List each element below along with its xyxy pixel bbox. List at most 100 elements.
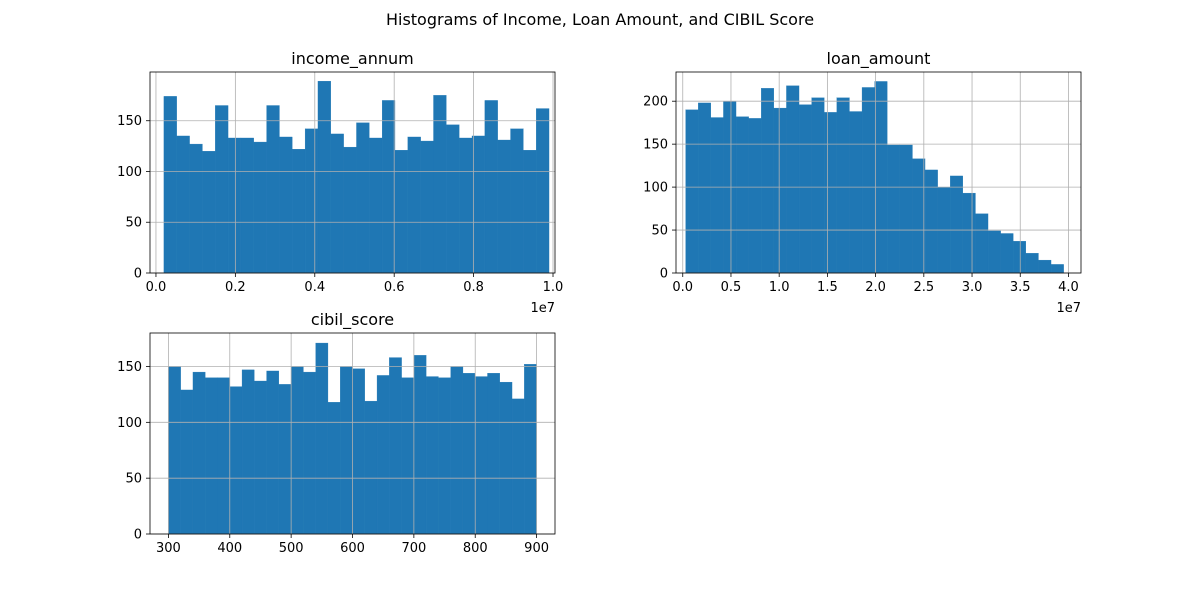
loan-bar: [685, 109, 699, 274]
cibil-bar: [376, 375, 390, 535]
income-xtick-label: 0.6: [384, 280, 405, 295]
loan-bar: [748, 118, 762, 274]
cibil-bar: [315, 342, 329, 535]
income-ytick-label: 0: [134, 267, 142, 282]
income-bar: [536, 108, 550, 274]
cibil-bar: [278, 384, 292, 535]
cibil-xtick-label: 800: [463, 541, 488, 556]
income-axes-frame: [149, 71, 556, 274]
cibil-bar: [340, 366, 353, 535]
income-ytick-label: 100: [117, 165, 142, 180]
income-bar: [189, 143, 203, 274]
loan-bar: [811, 97, 825, 274]
loan-ytick-label: 100: [643, 181, 668, 196]
cibil-bar: [462, 373, 476, 535]
cibil-ytick-label: 0: [134, 528, 142, 543]
cibil-bar: [254, 380, 267, 535]
loan-xtick-label: 2.5: [913, 280, 934, 295]
income-bar: [433, 95, 447, 274]
loan-title: loan_amount: [827, 49, 931, 69]
loan-x-offset-label: 1e7: [1056, 301, 1081, 316]
loan-bar: [761, 88, 774, 274]
loan-xtick-label: 0.0: [672, 280, 693, 295]
loan-bar: [710, 117, 724, 274]
loan-bar: [1013, 241, 1026, 274]
cibil-bar: [438, 377, 451, 535]
loan-bar: [1038, 259, 1052, 274]
income-xtick-label: 0.8: [463, 280, 484, 295]
income-panel: income_annum 0.0 0.2 0.4 0.6 0.8 1.0 0 50 100 150 1…: [117, 49, 563, 316]
income-bar: [202, 151, 216, 274]
cibil-bar: [217, 377, 230, 535]
loan-bar: [924, 169, 938, 274]
income-bar: [394, 150, 408, 274]
income-bar: [317, 80, 331, 274]
income-bar: [279, 136, 293, 274]
income-bar: [510, 128, 524, 274]
loan-bar: [786, 85, 800, 274]
cibil-xtick-label: 700: [401, 541, 426, 556]
loan-bar: [735, 116, 749, 274]
cibil-bar: [352, 368, 365, 535]
loan-bar: [773, 107, 787, 274]
cibil-bar: [524, 364, 537, 535]
loan-xtick-label: 4.0: [1058, 280, 1079, 295]
cibil-ytick-label: 50: [125, 472, 142, 487]
cibil-xtick-label: 300: [156, 541, 181, 556]
cibil-bar: [192, 371, 206, 535]
income-bar: [369, 137, 383, 274]
loan-ytick-label: 150: [643, 138, 668, 153]
cibil-bar: [229, 386, 243, 535]
cibil-bar: [241, 369, 255, 535]
loan-bar: [849, 111, 863, 274]
loan-bar: [1025, 253, 1039, 274]
cibil-bar: [303, 371, 316, 535]
cibil-bar: [499, 381, 513, 535]
cibil-ytick-label: 150: [117, 360, 142, 375]
loan-ytick-label: 0: [660, 267, 668, 282]
loan-xtick-label: 3.5: [1010, 280, 1031, 295]
loan-xtick-label: 3.0: [962, 280, 983, 295]
income-title: income_annum: [291, 49, 413, 69]
income-ytick-label: 150: [117, 114, 142, 129]
loan-bar: [912, 158, 926, 274]
income-xtick-label: 0.2: [225, 280, 246, 295]
income-bar: [240, 137, 254, 274]
loan-bar: [950, 175, 963, 274]
loan-bar: [874, 81, 888, 274]
income-xtick-label: 1.0: [543, 280, 564, 295]
cibil-xtick-label: 600: [340, 541, 365, 556]
loan-xtick-label: 1.0: [769, 280, 790, 295]
cibil-bar: [168, 366, 181, 535]
cibil-bar: [290, 366, 304, 535]
cibil-panel: cibil_score 300 400 500 600 700 800 900 0 50 100 15…: [117, 310, 556, 556]
income-bar: [381, 100, 396, 274]
income-bar: [215, 105, 229, 274]
loan-bar: [1050, 264, 1064, 274]
income-ytick-label: 50: [125, 216, 142, 231]
figure-suptitle: Histograms of Income, Loan Amount, and C…: [386, 10, 814, 29]
income-bar: [446, 124, 460, 274]
loan-xtick-label: 1.5: [817, 280, 838, 295]
loan-xtick-label: 0.5: [721, 280, 742, 295]
cibil-xtick-label: 500: [279, 541, 304, 556]
loan-xtick-label: 2.0: [865, 280, 886, 295]
income-bar: [330, 133, 344, 274]
income-xtick-label: 0.0: [146, 280, 167, 295]
cibil-bar: [425, 376, 439, 535]
chart-panels: income_annum 0.0 0.2 0.4 0.6 0.8 1.0 0 50 100 150 1…: [117, 49, 1082, 556]
loan-bar: [887, 144, 900, 274]
loan-panel: loan_amount 0.0 0.5 1.0 1.5 2.0 2.5 3.0 3.5 4.0 0 5…: [643, 49, 1082, 316]
income-bar: [292, 149, 306, 274]
income-bar: [484, 100, 498, 274]
cibil-bar: [487, 373, 500, 535]
income-bar: [163, 96, 177, 274]
income-xtick-label: 0.4: [304, 280, 325, 295]
cibil-bar: [511, 398, 525, 535]
loan-bar: [798, 104, 812, 274]
cibil-bar: [475, 376, 488, 535]
cibil-bar: [180, 389, 194, 535]
loan-ytick-label: 50: [651, 224, 668, 239]
income-bar: [266, 105, 280, 274]
income-bar: [356, 122, 370, 274]
